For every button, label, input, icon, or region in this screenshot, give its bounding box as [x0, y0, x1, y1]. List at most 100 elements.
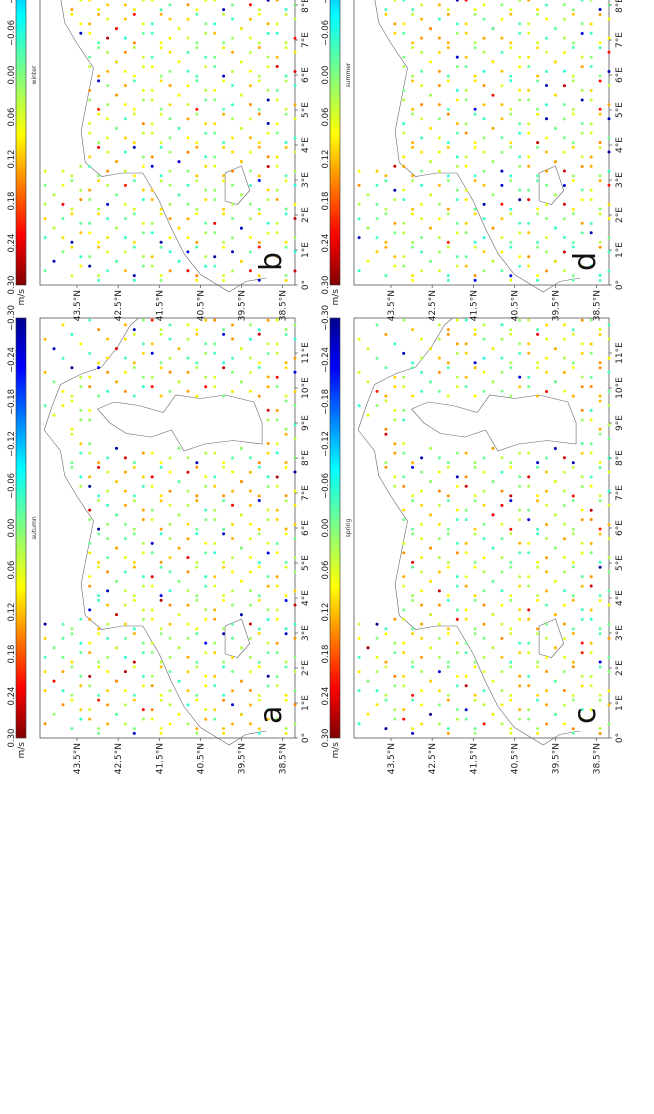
track-point: [509, 461, 513, 465]
track-point: [473, 665, 477, 669]
track-point: [589, 231, 593, 235]
track-point: [455, 608, 459, 612]
track-point: [545, 470, 548, 474]
season-subtitle: spring: [345, 518, 352, 537]
track-point: [141, 131, 145, 135]
track-point: [97, 174, 101, 178]
track-point: [266, 22, 270, 26]
track-point: [562, 522, 566, 526]
track-point: [402, 418, 406, 422]
track-point: [186, 603, 190, 607]
track-point: [204, 122, 208, 126]
track-point: [88, 231, 92, 235]
track-point: [607, 356, 611, 360]
track-point: [70, 366, 74, 370]
track-point: [571, 660, 575, 664]
track-point: [536, 465, 540, 469]
track-point: [384, 332, 388, 336]
track-point: [204, 318, 208, 322]
track-point: [88, 617, 92, 621]
track-point: [437, 655, 441, 659]
track-point: [132, 693, 136, 697]
track-point: [275, 164, 279, 168]
track-point: [446, 598, 450, 602]
track-point: [257, 461, 261, 465]
track-point: [195, 245, 199, 249]
track-point: [204, 231, 208, 235]
track-point: [213, 674, 217, 678]
track-point: [213, 55, 217, 59]
track-point: [437, 169, 441, 173]
track-point: [106, 370, 110, 374]
track-point: [79, 188, 83, 192]
track-point: [518, 155, 522, 159]
track-point: [607, 183, 611, 187]
track-point: [159, 274, 163, 278]
track-point: [231, 203, 234, 206]
track-point: [266, 451, 270, 455]
track-point: [482, 689, 486, 693]
track-point: [553, 480, 557, 484]
track-point: [159, 179, 163, 183]
track-point: [482, 655, 486, 659]
track-point: [518, 198, 522, 202]
track-point: [598, 112, 602, 116]
track-point: [275, 418, 279, 422]
track-point: [393, 31, 397, 35]
track-point: [482, 217, 486, 221]
track-point: [545, 670, 548, 673]
track-point: [123, 655, 127, 659]
track-point: [97, 112, 101, 116]
track-point: [580, 551, 584, 555]
x-tick-label: 1°E: [301, 242, 311, 258]
track-point: [293, 337, 297, 341]
x-tick-label: 3°E: [615, 172, 625, 188]
track-point: [70, 432, 74, 436]
track-point: [607, 570, 611, 574]
track-point: [527, 584, 531, 588]
colorbar-tick-label: 0.18: [321, 192, 331, 211]
track-point: [571, 499, 575, 502]
track-point: [266, 165, 270, 168]
track-point: [562, 689, 566, 692]
track-point: [231, 636, 234, 640]
track-point: [222, 278, 226, 282]
coastline: [43, 317, 267, 746]
track-point: [420, 622, 424, 626]
track-point: [150, 231, 154, 235]
track-point: [177, 60, 181, 64]
track-point: [482, 183, 486, 187]
track-point: [52, 646, 56, 650]
track-point: [491, 546, 495, 550]
track-point: [43, 655, 47, 659]
track-point: [43, 269, 47, 273]
track-point: [168, 50, 172, 54]
track-point: [527, 255, 531, 259]
track-point: [393, 418, 397, 422]
track-point: [275, 351, 279, 355]
track-point: [545, 370, 548, 374]
colorbar: [329, 317, 341, 739]
track-point: [553, 160, 557, 164]
track-point: [500, 269, 504, 273]
track-point: [437, 470, 441, 474]
track-point: [275, 608, 279, 612]
track-point: [257, 727, 261, 731]
track-point: [562, 184, 566, 187]
track-point: [455, 475, 459, 479]
track-point: [284, 46, 288, 50]
track-point: [204, 508, 208, 512]
track-point: [204, 88, 208, 92]
track-point: [150, 708, 154, 712]
track-point: [97, 532, 101, 536]
x-tick-label: 2°E: [615, 207, 625, 223]
track-point: [473, 46, 477, 50]
track-point: [509, 141, 513, 145]
track-point: [88, 442, 92, 446]
track-point: [257, 561, 261, 564]
track-point: [150, 22, 154, 26]
track-point: [509, 632, 513, 636]
track-point: [222, 145, 226, 149]
track-point: [115, 646, 118, 650]
track-point: [464, 131, 468, 135]
